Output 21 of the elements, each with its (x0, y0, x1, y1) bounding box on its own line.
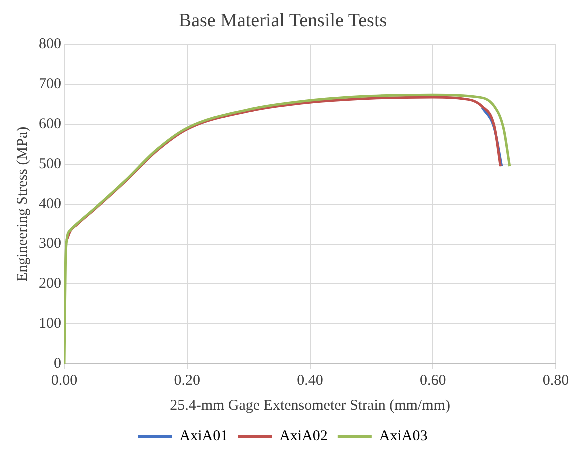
y-axis-title: Engineering Stress (MPa) (14, 126, 31, 282)
y-tick-label: 600 (39, 116, 62, 133)
x-tick-label: 0.40 (297, 372, 324, 389)
chart-title: Base Material Tensile Tests (178, 10, 388, 32)
line-series (64, 94, 512, 364)
y-tick-label: 0 (54, 356, 62, 372)
y-tick-label: 800 (39, 36, 62, 53)
legend-label: AxiA02 (280, 428, 328, 444)
x-tick-label: 0.20 (174, 372, 200, 389)
y-tick-label: 700 (39, 76, 62, 93)
legend-label: AxiA01 (180, 428, 228, 444)
y-tick-label: 200 (39, 276, 62, 292)
legend-label: AxiA03 (379, 428, 428, 444)
y-tick-label: 500 (39, 156, 62, 172)
x-tick-label: 0.00 (51, 372, 78, 389)
x-axis-title: 25.4-mm Gage Extensometer Strain (mm/mm) (170, 398, 450, 414)
x-tick-label: 0.80 (542, 372, 570, 389)
x-tick-label: 0.60 (420, 372, 446, 389)
y-tick-label: 100 (39, 316, 62, 332)
y-tick-label: 300 (39, 236, 62, 252)
y-tick-label: 400 (39, 196, 62, 212)
